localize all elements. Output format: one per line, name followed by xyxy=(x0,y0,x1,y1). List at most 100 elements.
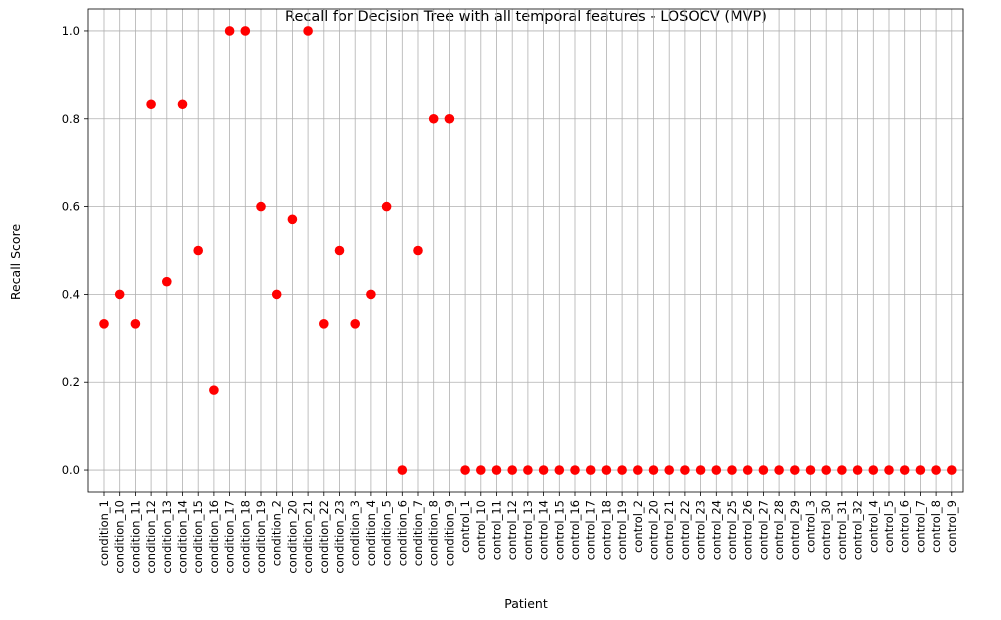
data-point xyxy=(805,465,816,475)
data-point xyxy=(538,465,549,475)
x-tick-label: condition_11 xyxy=(128,500,142,574)
data-point xyxy=(727,465,737,475)
x-axis-ticks: condition_1 condition_10 condition_11 condi… xyxy=(97,492,959,574)
x-tick-label: control_28 xyxy=(772,500,786,560)
x-tick-label: control_27 xyxy=(756,500,770,560)
data-point xyxy=(837,465,847,475)
x-tick-label: control_8 xyxy=(929,500,943,553)
x-tick-label: control_30 xyxy=(819,500,833,560)
data-point xyxy=(397,465,408,475)
x-tick-label: control_25 xyxy=(725,500,739,560)
data-point xyxy=(303,26,313,36)
data-point xyxy=(947,465,957,475)
data-point xyxy=(381,201,392,212)
data-point xyxy=(334,245,345,256)
data-point xyxy=(601,465,612,475)
x-tick-label: control_7 xyxy=(913,500,927,553)
x-tick-label: condition_9 xyxy=(442,500,456,566)
y-axis-label: Recall Score xyxy=(8,224,23,301)
x-tick-label: condition_10 xyxy=(113,500,127,574)
grid xyxy=(88,9,963,492)
data-point xyxy=(491,465,502,475)
y-tick-label: 0.0 xyxy=(62,463,80,477)
x-tick-label: control_22 xyxy=(678,500,692,560)
chart-title: Recall for Decision Tree with all tempor… xyxy=(285,9,767,25)
data-points xyxy=(99,26,957,475)
data-point xyxy=(271,289,282,300)
plot-frame xyxy=(87,8,964,493)
data-point xyxy=(507,465,517,475)
data-point xyxy=(413,245,423,256)
x-tick-label: control_32 xyxy=(851,500,865,560)
data-point xyxy=(428,113,439,124)
data-point xyxy=(664,465,674,475)
data-point xyxy=(899,465,910,475)
x-tick-label: condition_23 xyxy=(333,500,347,574)
x-tick-label: condition_22 xyxy=(317,500,331,574)
data-point xyxy=(460,465,470,475)
data-point xyxy=(852,465,863,475)
x-tick-label: control_29 xyxy=(788,500,802,560)
x-tick-label: control_19 xyxy=(615,500,629,560)
x-tick-label: control_4 xyxy=(866,500,880,553)
x-tick-label: control_31 xyxy=(835,500,849,560)
data-point xyxy=(884,465,894,475)
data-point xyxy=(695,465,706,475)
x-tick-label: condition_7 xyxy=(411,500,425,566)
x-tick-label: condition_6 xyxy=(395,500,409,566)
data-point xyxy=(114,289,125,300)
y-tick-label: 0.2 xyxy=(62,375,80,389)
data-point xyxy=(177,99,188,110)
data-point xyxy=(742,465,753,475)
x-tick-label: control_2 xyxy=(631,500,645,553)
data-point xyxy=(476,465,486,475)
data-point xyxy=(99,319,109,329)
data-point xyxy=(617,465,627,475)
x-tick-label: condition_2 xyxy=(270,500,284,566)
x-tick-label: condition_13 xyxy=(160,500,174,574)
x-tick-label: control_23 xyxy=(694,500,708,560)
x-tick-label: control_11 xyxy=(490,500,504,560)
data-point xyxy=(193,245,203,256)
data-point xyxy=(287,214,298,225)
x-tick-label: condition_16 xyxy=(207,500,221,574)
x-tick-label: condition_21 xyxy=(301,500,315,574)
x-tick-label: control_16 xyxy=(568,500,582,560)
data-point xyxy=(146,99,156,110)
data-point xyxy=(319,319,329,329)
y-tick-label: 1.0 xyxy=(62,24,80,38)
x-tick-label: control_24 xyxy=(709,500,723,560)
x-tick-label: condition_14 xyxy=(176,500,190,574)
x-tick-label: condition_19 xyxy=(254,500,268,574)
y-axis-ticks: 0.0 0.2 0.4 0.6 0.8 1.0 xyxy=(62,24,88,477)
x-axis-label: Patient xyxy=(504,596,548,611)
x-tick-label: control_21 xyxy=(662,500,676,560)
x-tick-label: control_6 xyxy=(898,500,912,553)
data-point xyxy=(680,465,690,475)
data-point xyxy=(774,465,784,475)
x-tick-label: condition_4 xyxy=(364,500,378,566)
x-tick-label: control_10 xyxy=(474,500,488,560)
data-point xyxy=(209,385,219,395)
x-tick-label: condition_12 xyxy=(144,500,158,574)
x-tick-label: condition_5 xyxy=(380,500,394,566)
x-tick-label: control_13 xyxy=(521,500,535,560)
data-point xyxy=(366,289,376,300)
data-point xyxy=(256,201,266,212)
data-point xyxy=(821,465,831,475)
data-point xyxy=(130,319,141,329)
x-tick-label: control_18 xyxy=(599,500,613,560)
x-tick-label: condition_3 xyxy=(348,500,362,566)
data-point xyxy=(444,113,455,124)
x-tick-label: control_12 xyxy=(505,500,519,560)
data-point xyxy=(758,465,769,475)
y-tick-label: 0.6 xyxy=(62,200,80,214)
x-tick-label: condition_15 xyxy=(191,500,205,574)
data-point xyxy=(350,319,361,329)
y-tick-label: 0.4 xyxy=(62,287,80,301)
data-point xyxy=(162,276,172,287)
x-tick-label: control_9 xyxy=(945,500,959,553)
x-tick-label: control_20 xyxy=(647,500,661,560)
x-tick-label: condition_8 xyxy=(427,500,441,566)
